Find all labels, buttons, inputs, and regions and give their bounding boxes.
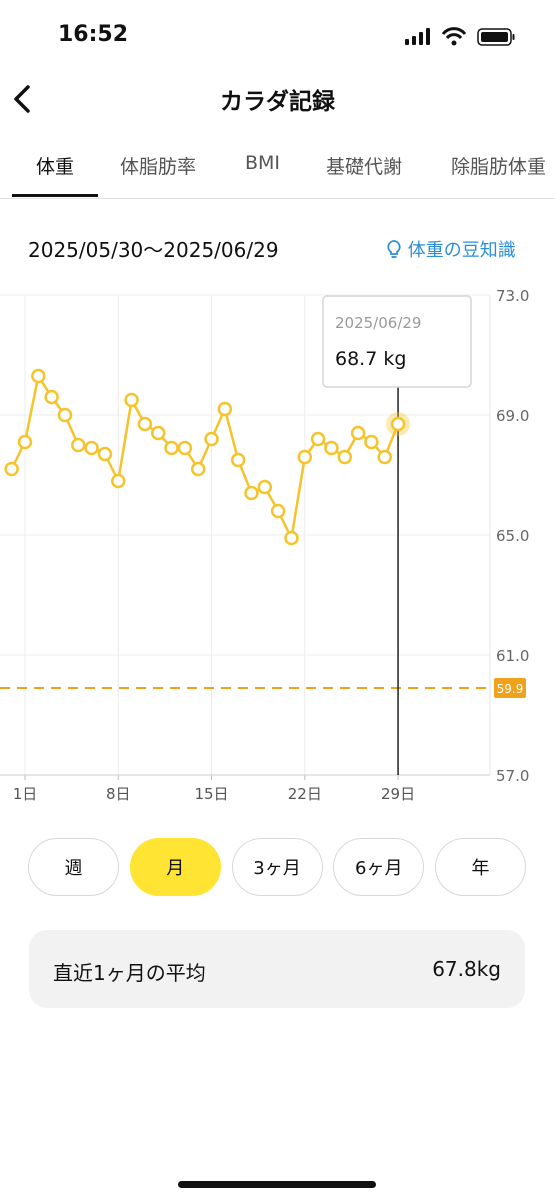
summary-value: 67.8kg xyxy=(432,957,501,981)
point xyxy=(310,431,326,447)
status-time: 16:52 xyxy=(58,22,129,47)
point xyxy=(297,449,313,465)
y-tick-label: 61.0 xyxy=(496,647,529,665)
point xyxy=(337,449,353,465)
tooltip-value: 68.7 kg xyxy=(335,348,406,370)
point xyxy=(270,503,286,519)
point xyxy=(204,431,219,447)
point xyxy=(364,434,379,450)
period-button[interactable]: 3ヶ月 xyxy=(231,838,323,896)
x-tick-label: 22日 xyxy=(288,785,322,803)
tab-underline xyxy=(12,194,98,197)
period-button[interactable]: 6ヶ月 xyxy=(333,838,425,896)
point xyxy=(31,368,46,384)
summary-label: 直近1ヶ月の平均 xyxy=(53,961,206,985)
point xyxy=(257,479,273,495)
x-tick-label: 29日 xyxy=(381,785,415,803)
point xyxy=(17,434,33,450)
tab[interactable]: BMI xyxy=(245,152,281,174)
point xyxy=(150,425,166,441)
point xyxy=(230,452,246,468)
point xyxy=(71,437,86,453)
point xyxy=(377,449,392,465)
target-label: 59.9 xyxy=(497,682,524,696)
point xyxy=(217,401,233,417)
separator xyxy=(0,198,555,199)
point xyxy=(137,416,153,432)
x-tick-label: 15日 xyxy=(194,785,228,803)
back-button[interactable] xyxy=(10,84,34,114)
point xyxy=(4,461,19,477)
y-tick-label: 65.0 xyxy=(496,527,529,545)
tooltip-box xyxy=(322,295,472,388)
tooltip-date: 2025/06/29 xyxy=(335,314,421,332)
tab[interactable]: 体脂肪率 xyxy=(120,156,197,178)
point xyxy=(350,425,366,441)
point xyxy=(390,416,406,432)
point xyxy=(164,440,179,456)
weight-chart: 57.0 61.0 65.0 69.0 73.0 1日 8日 15日 22日 29日 59.9 202… xyxy=(0,287,529,803)
period-button[interactable]: 週 xyxy=(28,838,119,896)
point xyxy=(244,485,259,501)
point xyxy=(111,473,126,489)
point xyxy=(190,461,206,477)
period-button[interactable]: 年 xyxy=(435,838,526,896)
tips-link[interactable]: 体重の豆知識 xyxy=(386,236,516,262)
point xyxy=(44,389,59,405)
period-buttons: 週月 3ヶ月 6ヶ月年 xyxy=(28,838,526,896)
tab[interactable]: 基礎代謝 xyxy=(326,156,403,178)
status-icons xyxy=(405,27,515,46)
point xyxy=(97,446,113,462)
x-tick-label: 8日 xyxy=(106,785,131,803)
y-tick-label: 69.0 xyxy=(496,407,529,425)
y-tick-label: 73.0 xyxy=(496,287,529,305)
page-title: カラダ記録 xyxy=(220,89,335,115)
y-tick-label: 57.0 xyxy=(496,767,529,785)
x-tick-label: 1日 xyxy=(13,785,38,803)
bulb-icon xyxy=(387,240,401,258)
home-indicator xyxy=(178,1181,376,1188)
point xyxy=(124,392,139,408)
point xyxy=(177,440,193,456)
point xyxy=(84,440,99,456)
summary-card: 直近1ヶ月の平均 67.8kg xyxy=(29,930,525,1008)
point xyxy=(324,440,339,456)
tab[interactable]: 体重 xyxy=(36,156,75,178)
tab[interactable]: 除脂肪体重 xyxy=(451,156,547,178)
target-badge xyxy=(494,678,526,698)
period-button[interactable]: 月 xyxy=(129,838,221,896)
date-range: 2025/05/30〜2025/06/29 xyxy=(28,238,279,262)
point xyxy=(284,530,299,546)
point xyxy=(57,407,73,423)
tips-text: 体重の豆知識 xyxy=(407,240,516,261)
